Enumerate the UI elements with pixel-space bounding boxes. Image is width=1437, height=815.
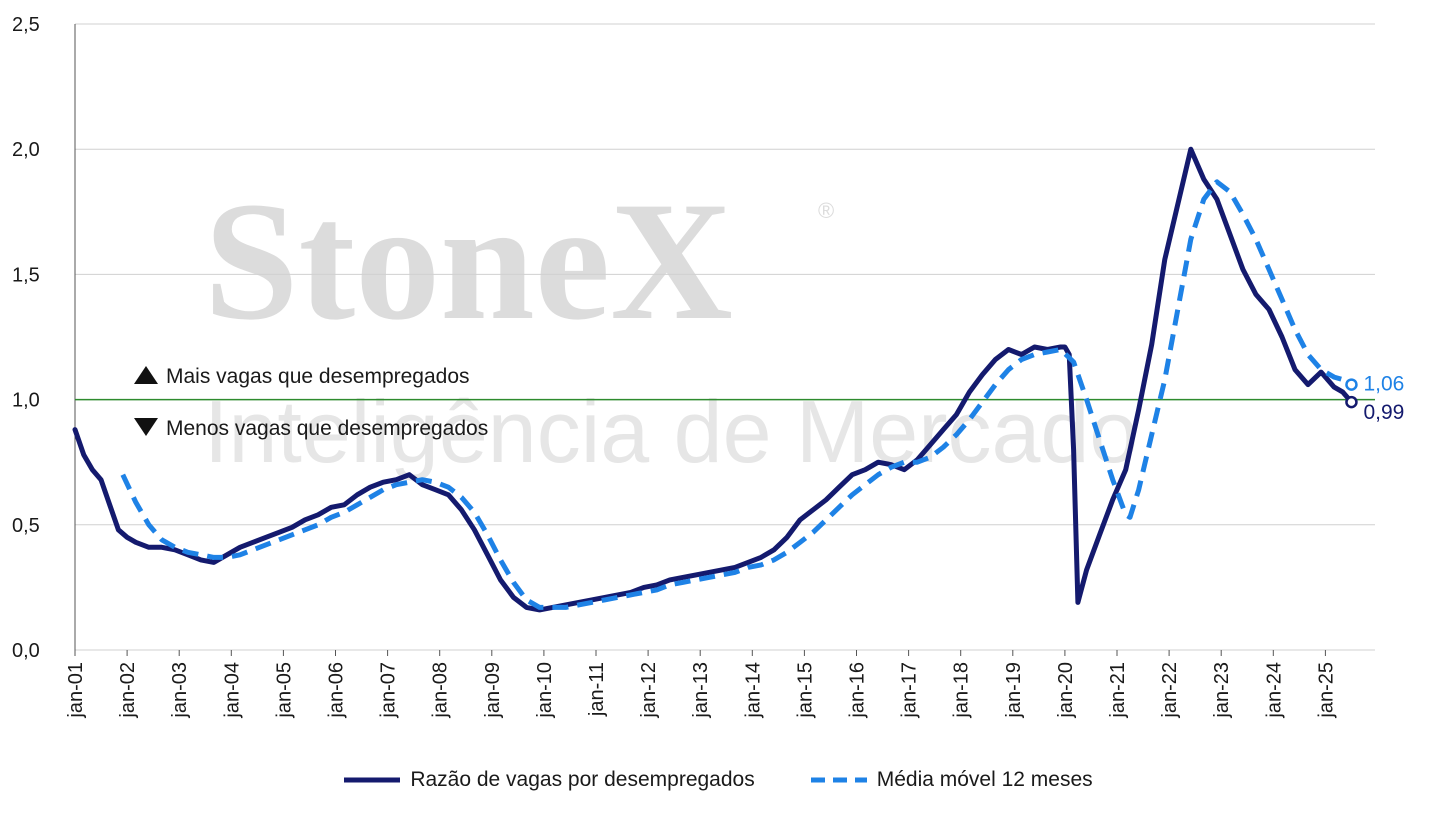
x-tick-label: jan-13 bbox=[690, 662, 712, 719]
x-tick-label: jan-08 bbox=[430, 662, 452, 719]
y-tick-label: 1,0 bbox=[12, 390, 40, 412]
y-tick-label: 1,5 bbox=[12, 264, 40, 286]
watermark-brand: StoneX bbox=[204, 167, 733, 355]
legend-label-ratio: Razão de vagas por desempregados bbox=[410, 768, 755, 791]
legend-item-ratio: Razão de vagas por desempregados bbox=[344, 768, 755, 792]
x-tick-label: jan-04 bbox=[221, 662, 243, 719]
legend-swatch-solid bbox=[344, 777, 401, 783]
x-tick-label: jan-14 bbox=[742, 662, 764, 719]
y-tick-label: 2,5 bbox=[12, 14, 40, 36]
y-tick-label: 2,0 bbox=[12, 139, 40, 161]
x-tick-label: jan-05 bbox=[273, 662, 295, 719]
x-tick-label: jan-16 bbox=[847, 662, 869, 719]
x-tick-label: jan-24 bbox=[1263, 662, 1285, 719]
end-label-ratio: 0,99 bbox=[1363, 401, 1404, 424]
x-tick-label: jan-10 bbox=[534, 662, 556, 719]
x-tick-label: jan-15 bbox=[794, 662, 816, 719]
x-tick-label: jan-06 bbox=[326, 662, 348, 719]
x-tick-label: jan-17 bbox=[899, 662, 921, 719]
legend-item-moving-average: Média móvel 12 meses bbox=[810, 768, 1093, 792]
x-tick-label: jan-20 bbox=[1055, 662, 1077, 719]
x-tick-label: jan-23 bbox=[1211, 662, 1233, 719]
y-axis-tick-labels: 0,0 0,5 1,0 1,5 2,0 2,5 bbox=[12, 14, 40, 662]
legend: Razão de vagas por desempregados Média m… bbox=[0, 764, 1437, 796]
triangle-down-icon bbox=[134, 418, 158, 436]
end-markers bbox=[1345, 378, 1358, 409]
x-tick-label: jan-25 bbox=[1315, 662, 1337, 719]
y-tick-label: 0,0 bbox=[12, 640, 40, 662]
x-tick-label: jan-07 bbox=[378, 662, 400, 719]
end-label-moving-average: 1,06 bbox=[1363, 373, 1404, 396]
annotation-below: Menos vagas que desempregados bbox=[166, 417, 488, 440]
region-annotations: Mais vagas que desempregados Menos vagas… bbox=[134, 365, 488, 440]
legend-label-moving-average: Média móvel 12 meses bbox=[876, 768, 1093, 791]
x-tick-label: jan-02 bbox=[117, 662, 139, 719]
x-axis-tick-labels: jan-01 jan-02 jan-03 jan-04 jan-05 jan-06 jan-… bbox=[65, 650, 1337, 719]
x-tick-label: jan-09 bbox=[482, 662, 504, 719]
watermark-subtitle: Inteligência de Mercado bbox=[204, 382, 1138, 481]
annotation-above: Mais vagas que desempregados bbox=[166, 365, 470, 388]
triangle-up-icon bbox=[134, 366, 158, 384]
series-lines bbox=[72, 146, 1354, 613]
x-tick-label: jan-11 bbox=[586, 662, 608, 717]
series-line-moving-average bbox=[120, 179, 1353, 610]
x-tick-label: jan-03 bbox=[169, 662, 191, 719]
x-tick-label: jan-21 bbox=[1107, 662, 1129, 719]
series-line-ratio bbox=[72, 146, 1354, 613]
y-tick-label: 0,5 bbox=[12, 515, 40, 537]
watermark: StoneX ® Inteligência de Mercado bbox=[204, 167, 1138, 481]
x-tick-label: jan-22 bbox=[1159, 662, 1181, 719]
legend-swatch-dashed bbox=[810, 777, 867, 783]
end-point-marker bbox=[1345, 395, 1358, 409]
x-tick-label: jan-19 bbox=[1003, 662, 1025, 719]
end-point-marker bbox=[1345, 378, 1358, 391]
x-tick-label: jan-01 bbox=[65, 662, 87, 719]
x-tick-label: jan-12 bbox=[638, 662, 660, 719]
watermark-registered-mark: ® bbox=[818, 198, 834, 223]
x-tick-label: jan-18 bbox=[951, 662, 973, 719]
